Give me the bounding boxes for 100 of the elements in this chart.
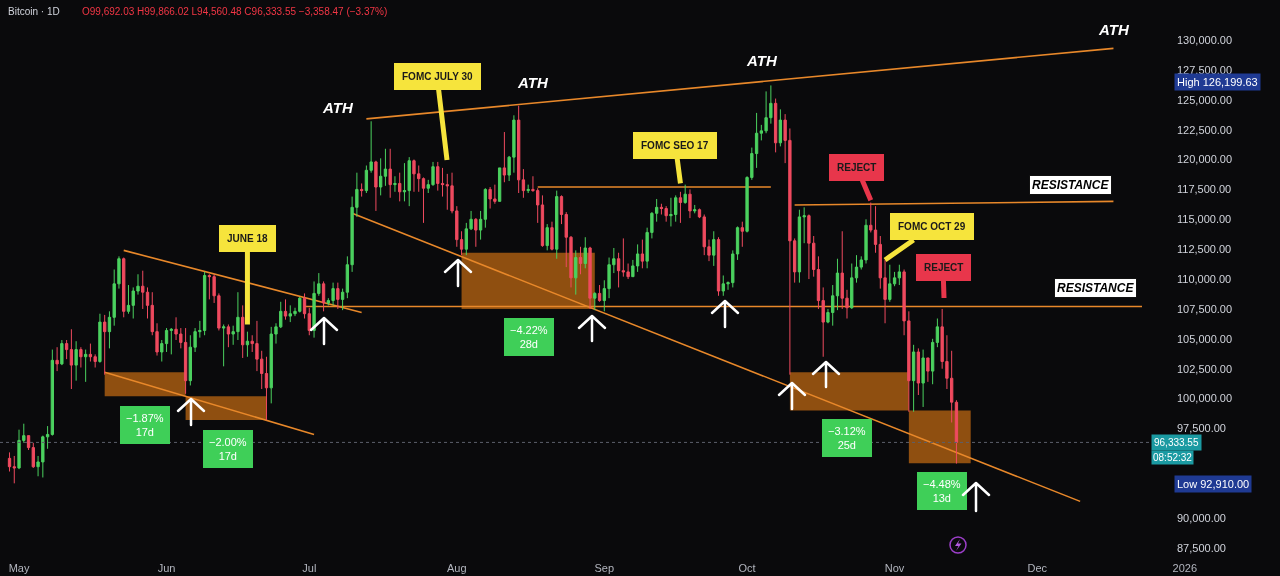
candlestick — [398, 172, 402, 202]
y-tick-label: 122,500.00 — [1177, 123, 1233, 136]
candlestick — [83, 349, 88, 383]
y-tick-label: 87,500.00 — [1177, 541, 1226, 554]
annotation: FOMC SEO 17 — [641, 140, 709, 151]
candlestick — [241, 304, 245, 359]
candlestick — [521, 168, 526, 199]
candlestick — [388, 148, 392, 199]
candlestick — [921, 349, 925, 408]
candlestick — [74, 340, 78, 382]
candlestick — [55, 346, 59, 372]
x-tick-label: Jul — [302, 562, 317, 574]
candlestick — [283, 298, 288, 321]
x-tick-label: May — [8, 562, 30, 574]
chart-subtitle: O99,692.03 H99,866.02 L94,560.48 C96,333.55 −3,358.47 (−3.37%) — [82, 6, 388, 17]
annotation: REJECT — [837, 162, 877, 173]
y-tick-label: 112,500.00 — [1177, 243, 1232, 256]
candlestick — [526, 184, 530, 194]
candlestick — [98, 313, 102, 364]
annotation: ATH — [746, 52, 778, 69]
ref-line-label: 96,333.55 — [1154, 437, 1199, 448]
candlestick — [935, 318, 940, 348]
candlestick — [621, 237, 626, 278]
y-tick-label: 97,500.00 — [1177, 422, 1226, 435]
candlestick — [374, 160, 378, 212]
candlestick — [954, 399, 959, 465]
x-tick-label: Sep — [594, 562, 615, 574]
y-tick-label: 120,000.00 — [1177, 153, 1233, 166]
annotation: RESISTANCE — [1032, 178, 1110, 192]
candlestick — [578, 246, 583, 275]
annotation: −1.87% 17d — [126, 412, 164, 439]
candlestick — [555, 190, 559, 260]
candlestick — [502, 131, 507, 183]
candlestick — [126, 284, 131, 315]
annotation: RESISTANCE — [1057, 281, 1135, 295]
y-tick-label: 102,500.00 — [1177, 362, 1233, 375]
candlestick — [379, 157, 383, 196]
candlestick — [635, 243, 640, 273]
candlestick — [497, 167, 502, 202]
annotation: High 126,199.63 — [1177, 76, 1258, 88]
candlestick — [688, 188, 692, 219]
candlestick — [597, 284, 602, 303]
y-tick-label: 127,500.00 — [1177, 63, 1233, 76]
candlestick — [79, 346, 83, 369]
y-tick-label: 110,000.00 — [1177, 272, 1232, 285]
annotation: JUNE 18 — [227, 233, 269, 244]
y-tick-label: 105,000.00 — [1177, 332, 1233, 345]
candlestick — [545, 223, 549, 251]
candlestick — [593, 291, 597, 311]
x-tick-label: 2026 — [1172, 562, 1198, 574]
annotation: −3.12% 25d — [828, 425, 866, 452]
annotation: FOMC JULY 30 — [402, 71, 474, 82]
annotation: REJECT — [924, 262, 964, 273]
candlestick — [393, 175, 397, 193]
candlestick — [683, 184, 687, 205]
x-tick-label: Dec — [1027, 562, 1048, 574]
candlestick — [693, 204, 697, 214]
candlestick — [588, 246, 592, 310]
candlestick — [888, 264, 892, 303]
candlestick — [60, 339, 64, 366]
candlestick — [712, 230, 716, 267]
candlestick — [202, 271, 207, 336]
candlestick — [640, 239, 645, 269]
y-tick-label: 107,500.00 — [1177, 302, 1233, 315]
candlestick — [64, 339, 69, 360]
candlestick — [207, 273, 212, 300]
candlestick — [517, 105, 521, 194]
candlestick — [321, 280, 326, 312]
candlestick — [574, 249, 578, 296]
candlestick — [550, 221, 554, 251]
candlestick — [474, 217, 478, 248]
candlestick — [911, 344, 916, 413]
candlestick — [383, 148, 388, 187]
candlestick — [183, 327, 188, 395]
candlestick — [221, 323, 226, 367]
chart-title: Bitcoin · 1D — [8, 5, 60, 17]
x-tick-label: Aug — [447, 562, 467, 574]
x-tick-label: Oct — [738, 562, 756, 574]
candlestick — [245, 331, 250, 358]
candlestick — [122, 257, 126, 318]
y-tick-label: 125,000.00 — [1177, 93, 1233, 106]
candlestick — [103, 314, 107, 376]
annotation: −4.48% 13d — [923, 478, 961, 505]
candlestick — [778, 108, 783, 147]
text: ATH — [1098, 21, 1130, 38]
candlestick — [478, 210, 483, 241]
candlestick — [359, 182, 364, 198]
y-tick-label: 90,000.00 — [1177, 511, 1226, 524]
candlestick — [69, 328, 74, 390]
annotation: FOMC OCT 29 — [898, 221, 966, 232]
candlestick — [336, 282, 340, 310]
y-tick-label: 115,000.00 — [1177, 213, 1232, 226]
annotation: −2.00% 17d — [209, 436, 247, 463]
candlestick — [678, 191, 683, 224]
candlestick — [50, 349, 55, 437]
candlestick — [773, 98, 778, 153]
y-tick-label: 100,000.00 — [1177, 392, 1233, 405]
candlestick — [483, 187, 488, 229]
annotation: ATH — [322, 99, 354, 116]
candlestick — [12, 455, 16, 484]
